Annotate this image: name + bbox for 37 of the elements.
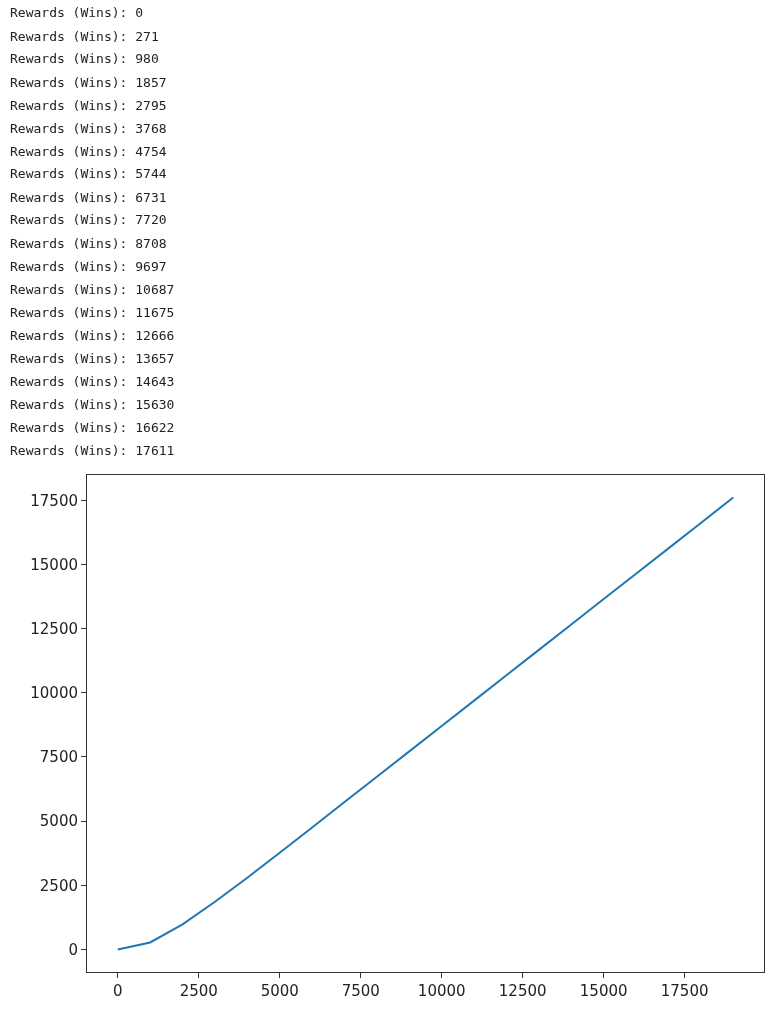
x-tick-label: 12500: [498, 982, 547, 1000]
text: Rewards (Wins): 9697: [10, 259, 167, 274]
x-tick-label: 5000: [260, 982, 299, 1000]
text: Rewards (Wins): 5744: [10, 166, 167, 181]
text: Rewards (Wins): 14643: [10, 374, 175, 389]
text: Rewards (Wins): 12666: [10, 328, 175, 343]
y-tick-label: 15000: [30, 555, 78, 574]
y-tick-label: 7500: [39, 748, 78, 767]
y-tick-label: 5000: [39, 812, 78, 831]
text: Rewards (Wins): 980: [10, 51, 159, 66]
text: Rewards (Wins): 17611: [10, 443, 175, 458]
y-tick-label: 12500: [30, 619, 78, 638]
text: Rewards (Wins): 0: [10, 5, 144, 20]
y-tick-label: 17500: [30, 491, 78, 510]
y-tick-label: 2500: [39, 876, 78, 895]
text: Rewards (Wins): 3768: [10, 121, 167, 136]
x-tick-label: 0: [113, 982, 123, 1000]
x-tick-label: 17500: [660, 982, 709, 1000]
x-tick-label: 10000: [417, 982, 466, 1000]
text: Rewards (Wins): 11675: [10, 305, 175, 320]
y-tick-label: 0: [68, 940, 78, 959]
text: Rewards (Wins): 1857: [10, 75, 167, 90]
text: Rewards (Wins): 8708: [10, 236, 167, 251]
text: Rewards (Wins): 271: [10, 29, 159, 44]
text: Rewards (Wins): 6731: [10, 190, 167, 205]
x-tick-label: 2500: [179, 982, 218, 1000]
text: Rewards (Wins): 7720: [10, 212, 167, 227]
text: Rewards (Wins): 13657: [10, 351, 175, 366]
text: Rewards (Wins): 15630: [10, 397, 175, 412]
y-tick-label: 10000: [30, 684, 78, 703]
text: Rewards (Wins): 16622: [10, 420, 175, 435]
x-tick-label: 7500: [341, 982, 380, 1000]
x-tick-label: 15000: [579, 982, 628, 1000]
text: Rewards (Wins): 4754: [10, 144, 167, 159]
text: Rewards (Wins): 10687: [10, 282, 175, 297]
text: Rewards (Wins): 2795: [10, 98, 167, 113]
line-series: [116, 496, 735, 951]
